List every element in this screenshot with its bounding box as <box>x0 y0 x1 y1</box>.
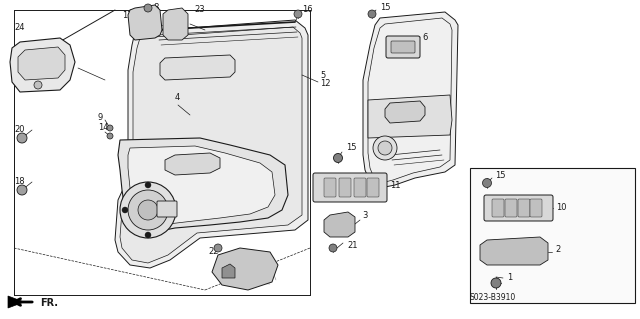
Polygon shape <box>8 296 24 308</box>
Text: 4: 4 <box>175 93 180 102</box>
Text: 1: 1 <box>507 273 512 283</box>
Circle shape <box>333 153 342 162</box>
Text: 24: 24 <box>14 24 24 33</box>
Text: 22: 22 <box>208 248 218 256</box>
Circle shape <box>294 10 302 18</box>
Circle shape <box>378 141 392 155</box>
Polygon shape <box>368 95 452 138</box>
Circle shape <box>107 133 113 139</box>
FancyBboxPatch shape <box>492 199 504 217</box>
Circle shape <box>22 62 29 69</box>
Circle shape <box>145 182 151 188</box>
FancyBboxPatch shape <box>484 195 553 221</box>
Circle shape <box>491 278 501 288</box>
Circle shape <box>329 244 337 252</box>
Text: 20: 20 <box>14 125 24 135</box>
Text: 15: 15 <box>495 170 506 180</box>
Circle shape <box>17 133 27 143</box>
Circle shape <box>122 207 128 213</box>
Polygon shape <box>324 212 355 237</box>
Text: S023-B3910: S023-B3910 <box>470 293 516 302</box>
Text: 8: 8 <box>153 3 158 11</box>
Polygon shape <box>118 138 288 232</box>
Circle shape <box>144 4 152 12</box>
Text: 5: 5 <box>320 70 325 79</box>
Circle shape <box>373 136 397 160</box>
FancyBboxPatch shape <box>157 201 177 217</box>
Text: 10: 10 <box>556 203 566 211</box>
Text: FR.: FR. <box>40 298 58 308</box>
Circle shape <box>120 182 176 238</box>
Circle shape <box>17 185 27 195</box>
FancyBboxPatch shape <box>313 173 387 202</box>
Text: 7: 7 <box>248 271 253 279</box>
FancyBboxPatch shape <box>354 178 366 197</box>
Text: 9: 9 <box>98 114 103 122</box>
FancyBboxPatch shape <box>367 178 379 197</box>
Text: 6: 6 <box>422 33 428 41</box>
Polygon shape <box>368 18 452 183</box>
Text: 23: 23 <box>194 4 205 13</box>
Circle shape <box>483 179 492 188</box>
Text: 15: 15 <box>380 4 390 12</box>
FancyBboxPatch shape <box>339 178 351 197</box>
Text: 15: 15 <box>346 144 356 152</box>
Polygon shape <box>120 27 302 263</box>
Polygon shape <box>115 20 308 268</box>
Circle shape <box>214 244 222 252</box>
Bar <box>470 168 635 303</box>
Circle shape <box>34 81 42 89</box>
FancyBboxPatch shape <box>391 41 415 53</box>
Polygon shape <box>18 47 65 80</box>
Polygon shape <box>222 264 235 278</box>
Polygon shape <box>212 248 278 290</box>
Polygon shape <box>165 153 220 175</box>
Text: 2: 2 <box>555 244 560 254</box>
Polygon shape <box>480 237 548 265</box>
Circle shape <box>368 10 376 18</box>
Polygon shape <box>363 12 458 188</box>
Text: 19: 19 <box>222 261 232 270</box>
Text: 21: 21 <box>347 241 358 250</box>
Text: 3: 3 <box>362 211 367 220</box>
Text: 11: 11 <box>390 182 401 190</box>
Circle shape <box>128 190 168 230</box>
Polygon shape <box>128 5 162 40</box>
Text: 16: 16 <box>302 4 312 13</box>
FancyBboxPatch shape <box>518 199 530 217</box>
Polygon shape <box>128 146 275 225</box>
Text: 14: 14 <box>98 123 109 132</box>
FancyBboxPatch shape <box>505 199 517 217</box>
Polygon shape <box>10 38 75 92</box>
FancyBboxPatch shape <box>324 178 336 197</box>
Text: 17: 17 <box>122 11 132 20</box>
Polygon shape <box>163 8 188 40</box>
Polygon shape <box>160 55 235 80</box>
FancyBboxPatch shape <box>530 199 542 217</box>
Text: 12: 12 <box>320 79 330 88</box>
Text: 18: 18 <box>14 177 24 187</box>
Circle shape <box>145 232 151 238</box>
FancyBboxPatch shape <box>386 36 420 58</box>
Circle shape <box>138 200 158 220</box>
Circle shape <box>107 125 113 131</box>
Text: 13: 13 <box>245 279 255 288</box>
Polygon shape <box>385 101 425 123</box>
